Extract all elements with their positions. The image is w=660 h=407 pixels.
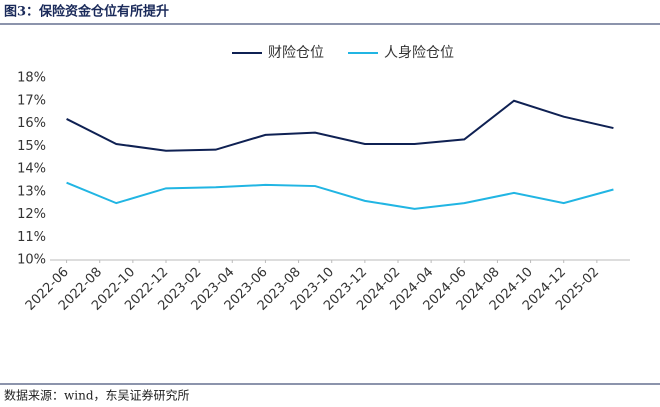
chart-title: 图3：保险资金仓位有所提升 — [4, 4, 169, 20]
y-tick-label: 10% — [17, 253, 46, 268]
series-line — [66, 99, 614, 152]
y-tick-label: 14% — [17, 162, 46, 177]
legend-label: 财险仓位 — [268, 45, 324, 61]
y-tick-label: 15% — [17, 139, 46, 154]
legend-label: 人身险仓位 — [384, 45, 454, 61]
y-tick-label: 18% — [17, 71, 46, 86]
y-tick-label: 12% — [17, 207, 46, 222]
source: 数据来源：wind，东吴证券研究所 — [4, 388, 190, 403]
y-tick-label: 13% — [17, 184, 46, 199]
y-tick-label: 11% — [17, 230, 46, 245]
series-line — [66, 181, 614, 210]
y-tick-label: 17% — [17, 93, 46, 108]
y-tick-label: 16% — [17, 116, 46, 131]
